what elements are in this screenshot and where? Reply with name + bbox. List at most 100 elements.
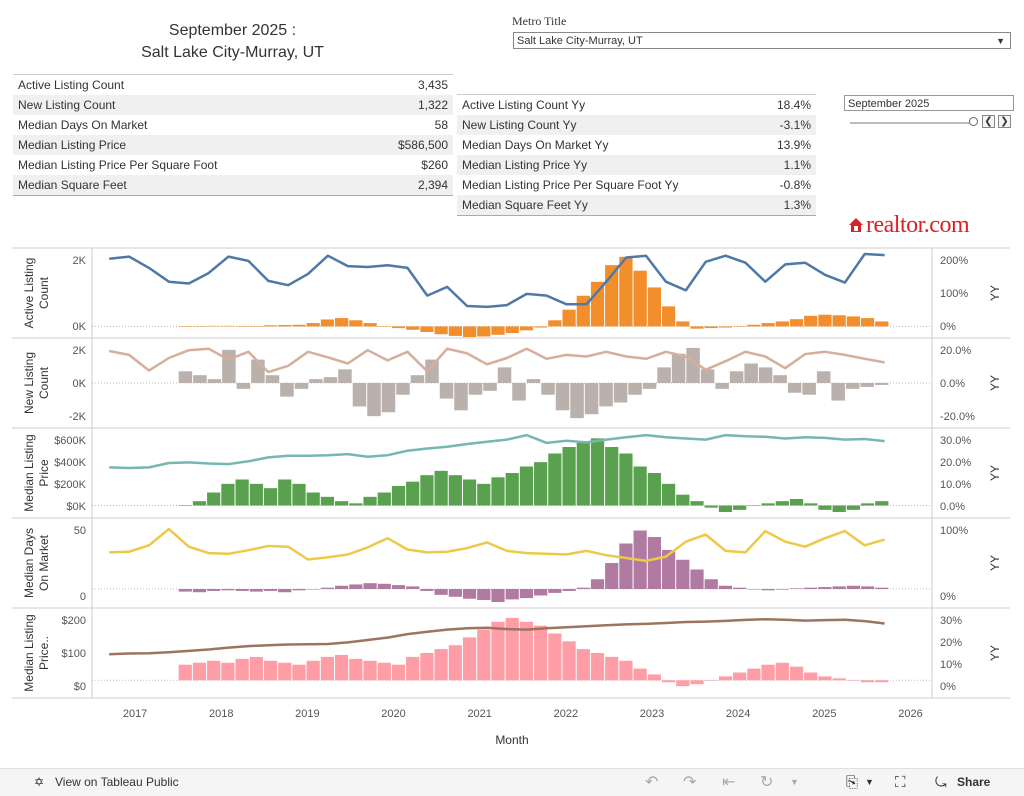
yy-bar — [377, 492, 391, 506]
yy-bar — [775, 589, 789, 590]
yy-bar — [207, 660, 221, 681]
y2-axis-title: YY — [988, 465, 1002, 481]
kpi-value: 58 — [434, 118, 448, 132]
yy-bar — [875, 501, 889, 506]
yy-bar — [548, 320, 562, 327]
yy-bar — [534, 589, 548, 596]
yy-bar — [278, 479, 292, 506]
kpi-row: Active Listing Count 3,435 — [13, 75, 453, 95]
date-filter-box[interactable]: September 2025 — [844, 95, 1014, 111]
yy-bar — [249, 326, 263, 327]
download-dropdown-icon[interactable]: ▼ — [865, 777, 874, 787]
yy-bar — [718, 505, 733, 512]
date-slider-track[interactable] — [850, 122, 974, 124]
kpi-value: 1.3% — [757, 195, 816, 215]
yy-bar — [278, 589, 292, 593]
yy-bar — [505, 326, 519, 334]
next-date-button[interactable]: ❯ — [998, 115, 1011, 128]
kpi-table-values: Active Listing Count 3,435 New Listing Cou… — [13, 74, 453, 196]
yy-bar — [818, 676, 832, 681]
yy-bar — [235, 589, 249, 591]
yy-bar — [590, 579, 605, 589]
y-axis-title: Count — [37, 276, 51, 309]
yy-bar — [690, 680, 704, 685]
yy-bar — [292, 589, 306, 591]
y2-tick-label: 0.0% — [940, 501, 965, 513]
yy-bar — [633, 270, 647, 327]
share-icon[interactable]: ⤿ — [935, 774, 947, 790]
refresh-icon[interactable]: ↻ — [760, 774, 774, 791]
yy-bar — [761, 323, 775, 327]
yy-bar — [647, 287, 661, 327]
yy-bar — [483, 383, 497, 391]
kpi-label: Active Listing Count Yy — [462, 98, 586, 112]
yy-bar — [320, 319, 335, 327]
pause-dropdown-icon[interactable]: ▼ — [790, 777, 799, 787]
yy-bar — [576, 587, 590, 589]
yy-bar — [448, 475, 462, 506]
y-axis-title: Price — [37, 459, 51, 487]
yy-bar — [832, 678, 846, 681]
yy-bar — [846, 585, 860, 589]
yy-bar — [775, 662, 789, 681]
yy-bar — [221, 662, 235, 681]
yy-bar — [306, 589, 320, 590]
yy-bar — [733, 587, 747, 589]
yy-bar — [576, 649, 590, 681]
view-on-tableau-link[interactable]: View on Tableau Public — [55, 775, 179, 789]
x-tick-label: 2020 — [381, 708, 405, 720]
y-axis-title: Count — [37, 366, 51, 399]
yy-bar — [263, 488, 278, 506]
revert-icon[interactable]: ⇤ — [722, 774, 736, 791]
y-tick-label: 2K — [73, 255, 87, 267]
yy-bar — [690, 326, 704, 329]
redo-icon[interactable]: ↷ — [683, 774, 697, 791]
y2-axis-title: YY — [988, 645, 1002, 661]
yy-bar — [178, 371, 193, 383]
share-button[interactable]: Share — [957, 775, 991, 789]
x-tick-label: 2018 — [209, 708, 233, 720]
yy-bar — [292, 324, 306, 327]
metro-select[interactable]: Salt Lake City-Murray, UT ▼ — [513, 32, 1011, 49]
yy-bar — [747, 589, 761, 590]
y-tick-label: 50 — [74, 525, 86, 537]
yy-bar — [647, 537, 661, 589]
yy-bar — [278, 662, 292, 681]
date-slider-handle[interactable] — [969, 117, 978, 126]
yy-bar — [439, 383, 454, 399]
yy-bar — [534, 326, 548, 328]
yy-bar — [207, 379, 222, 383]
yy-bar — [860, 586, 875, 589]
yy-bar — [661, 306, 676, 327]
yy-bar — [280, 383, 294, 397]
undo-icon[interactable]: ↶ — [645, 774, 659, 791]
yy-bar — [306, 660, 320, 681]
previous-date-button[interactable]: ❮ — [982, 115, 995, 128]
kpi-row: Median Listing Price Per Square Foot $260 — [13, 155, 453, 175]
yy-bar — [875, 587, 889, 589]
yy-bar — [178, 326, 192, 327]
yy-bar — [789, 666, 804, 681]
download-icon[interactable]: ⎘ — [846, 774, 859, 791]
fullscreen-icon[interactable]: ⛶ — [895, 774, 906, 791]
yy-bar — [733, 326, 747, 327]
yy-bar — [462, 479, 477, 506]
y2-tick-label: 100% — [940, 525, 968, 537]
dropdown-arrow-icon[interactable]: ▼ — [996, 36, 1005, 46]
y-tick-label: $200 — [62, 615, 86, 627]
yy-bar — [349, 658, 363, 681]
kpi-value: 18.4% — [776, 98, 811, 112]
kpi-label: Median Days On Market Yy — [462, 138, 609, 152]
yy-bar — [207, 325, 221, 327]
tableau-icon[interactable]: ✡ — [34, 775, 45, 789]
yy-bar — [548, 589, 562, 593]
yy-bar — [619, 453, 633, 506]
yy-bar — [263, 660, 278, 681]
yy-bar — [733, 505, 747, 510]
yy-bar — [690, 569, 704, 589]
yy-bar — [263, 589, 278, 591]
yy-bar — [744, 363, 758, 383]
yy-bar — [715, 383, 729, 389]
yy-bar — [661, 483, 676, 506]
yy-bar — [590, 438, 605, 506]
